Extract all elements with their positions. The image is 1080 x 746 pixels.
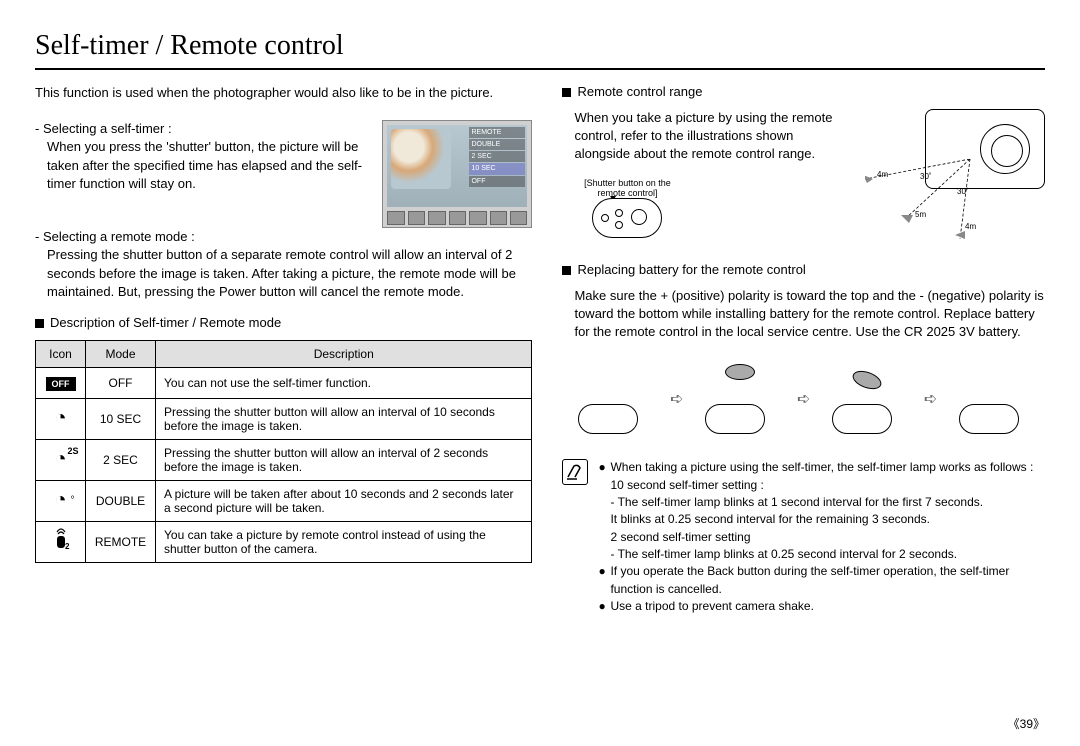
table-heading: Description of Self-timer / Remote mode — [35, 315, 532, 330]
table-row: OFF OFF You can not use the self-timer f… — [36, 367, 532, 398]
timer-double-icon: ◔° — [54, 489, 66, 512]
remote-heading: Selecting a remote mode : — [43, 229, 195, 244]
square-bullet-icon — [35, 319, 44, 328]
off-icon: OFF — [46, 377, 76, 391]
range-heading: Remote control range — [562, 84, 1045, 99]
note-content: ● When taking a picture using the self-t… — [598, 459, 1045, 616]
page-title: Self-timer / Remote control — [35, 30, 1045, 70]
note-line: 2 second self-timer setting — [610, 530, 750, 544]
lcd-menu-item: OFF — [469, 176, 525, 187]
timer-10s-icon: ◔ — [54, 407, 66, 430]
mode-cell: OFF — [86, 367, 156, 398]
selftimer-body: When you press the 'shutter' button, the… — [47, 139, 362, 190]
table-row: ◔2S 2 SEC Pressing the shutter button wi… — [36, 439, 532, 480]
selecting-remote: - Selecting a remote mode : Pressing the… — [35, 228, 532, 301]
table-row: ◔° DOUBLE A picture will be taken after … — [36, 480, 532, 521]
note-line: Use a tripod to prevent camera shake. — [610, 598, 813, 615]
svg-text:2: 2 — [65, 542, 70, 550]
mode-cell: 10 SEC — [86, 398, 156, 439]
range-label: 5m — [915, 210, 926, 219]
camera-range-diagram: 4m 5m 4m 30˚ 30˚ — [845, 109, 1045, 249]
arrow-right-icon: ➪ — [924, 389, 937, 409]
note-line: 10 second self-timer setting : — [610, 478, 763, 492]
lcd-menu-item: DOUBLE — [469, 139, 525, 150]
th-icon: Icon — [36, 340, 86, 367]
remote-body: Pressing the shutter button of a separat… — [47, 247, 516, 298]
note-block: ● When taking a picture using the self-t… — [562, 459, 1045, 616]
note-line: If you operate the Back button during th… — [610, 563, 1045, 598]
remote-caption-1: [Shutter button on the — [584, 178, 671, 188]
note-icon — [562, 459, 588, 485]
table-row: ◔ 10 SEC Pressing the shutter button wil… — [36, 398, 532, 439]
square-bullet-icon — [562, 88, 571, 97]
battery-body: Make sure the + (positive) polarity is t… — [562, 287, 1045, 342]
mode-table: Icon Mode Description OFF OFF You can no… — [35, 340, 532, 563]
table-row: 2 REMOTE You can take a picture by remot… — [36, 521, 532, 562]
arrow-right-icon: ➪ — [670, 389, 683, 409]
range-label: 30˚ — [920, 172, 932, 181]
remote-illustration-row: [Shutter button on the remote control] — [562, 178, 837, 248]
left-column: This function is used when the photograp… — [35, 84, 532, 616]
desc-cell: A picture will be taken after about 10 s… — [156, 480, 532, 521]
range-label: 4m — [877, 170, 888, 179]
th-desc: Description — [156, 340, 532, 367]
lcd-illustration: REMOTE DOUBLE 2 SEC 10 SEC OFF — [382, 120, 532, 228]
arrow-right-icon: ➪ — [797, 389, 810, 409]
square-bullet-icon — [562, 266, 571, 275]
range-label: 30˚ — [957, 187, 969, 196]
right-column: Remote control range 4m 5m 4m 30˚ 30˚ Wh… — [562, 84, 1045, 616]
lcd-menu-item: REMOTE — [469, 127, 525, 138]
lcd-menu-item: 10 SEC — [469, 163, 525, 174]
desc-cell: You can take a picture by remote control… — [156, 521, 532, 562]
remote-drawing: [Shutter button on the remote control] — [582, 178, 672, 248]
battery-heading: Replacing battery for the remote control — [562, 262, 1045, 277]
remote-caption-2: remote control] — [597, 188, 657, 198]
note-line: It blinks at 0.25 second interval for th… — [610, 512, 930, 526]
range-label: 4m — [965, 222, 976, 231]
mode-cell: 2 SEC — [86, 439, 156, 480]
note-line: - The self-timer lamp blinks at 0.25 sec… — [610, 547, 957, 561]
lcd-menu-item: 2 SEC — [469, 151, 525, 162]
desc-cell: Pressing the shutter button will allow a… — [156, 439, 532, 480]
note-line: When taking a picture using the self-tim… — [610, 460, 1033, 474]
note-line: - The self-timer lamp blinks at 1 second… — [610, 495, 983, 509]
intro-text: This function is used when the photograp… — [35, 84, 532, 102]
mode-cell: REMOTE — [86, 521, 156, 562]
content-columns: This function is used when the photograp… — [35, 84, 1045, 616]
desc-cell: Pressing the shutter button will allow a… — [156, 398, 532, 439]
page-number: 《39》 — [1008, 715, 1045, 732]
mode-cell: DOUBLE — [86, 480, 156, 521]
th-mode: Mode — [86, 340, 156, 367]
selftimer-heading: Selecting a self-timer : — [43, 121, 172, 136]
desc-cell: You can not use the self-timer function. — [156, 367, 532, 398]
remote-icon: 2 — [51, 528, 71, 550]
battery-diagram: ➪ ➪ ➪ — [562, 349, 1045, 449]
timer-2s-icon: ◔2S — [54, 448, 66, 471]
